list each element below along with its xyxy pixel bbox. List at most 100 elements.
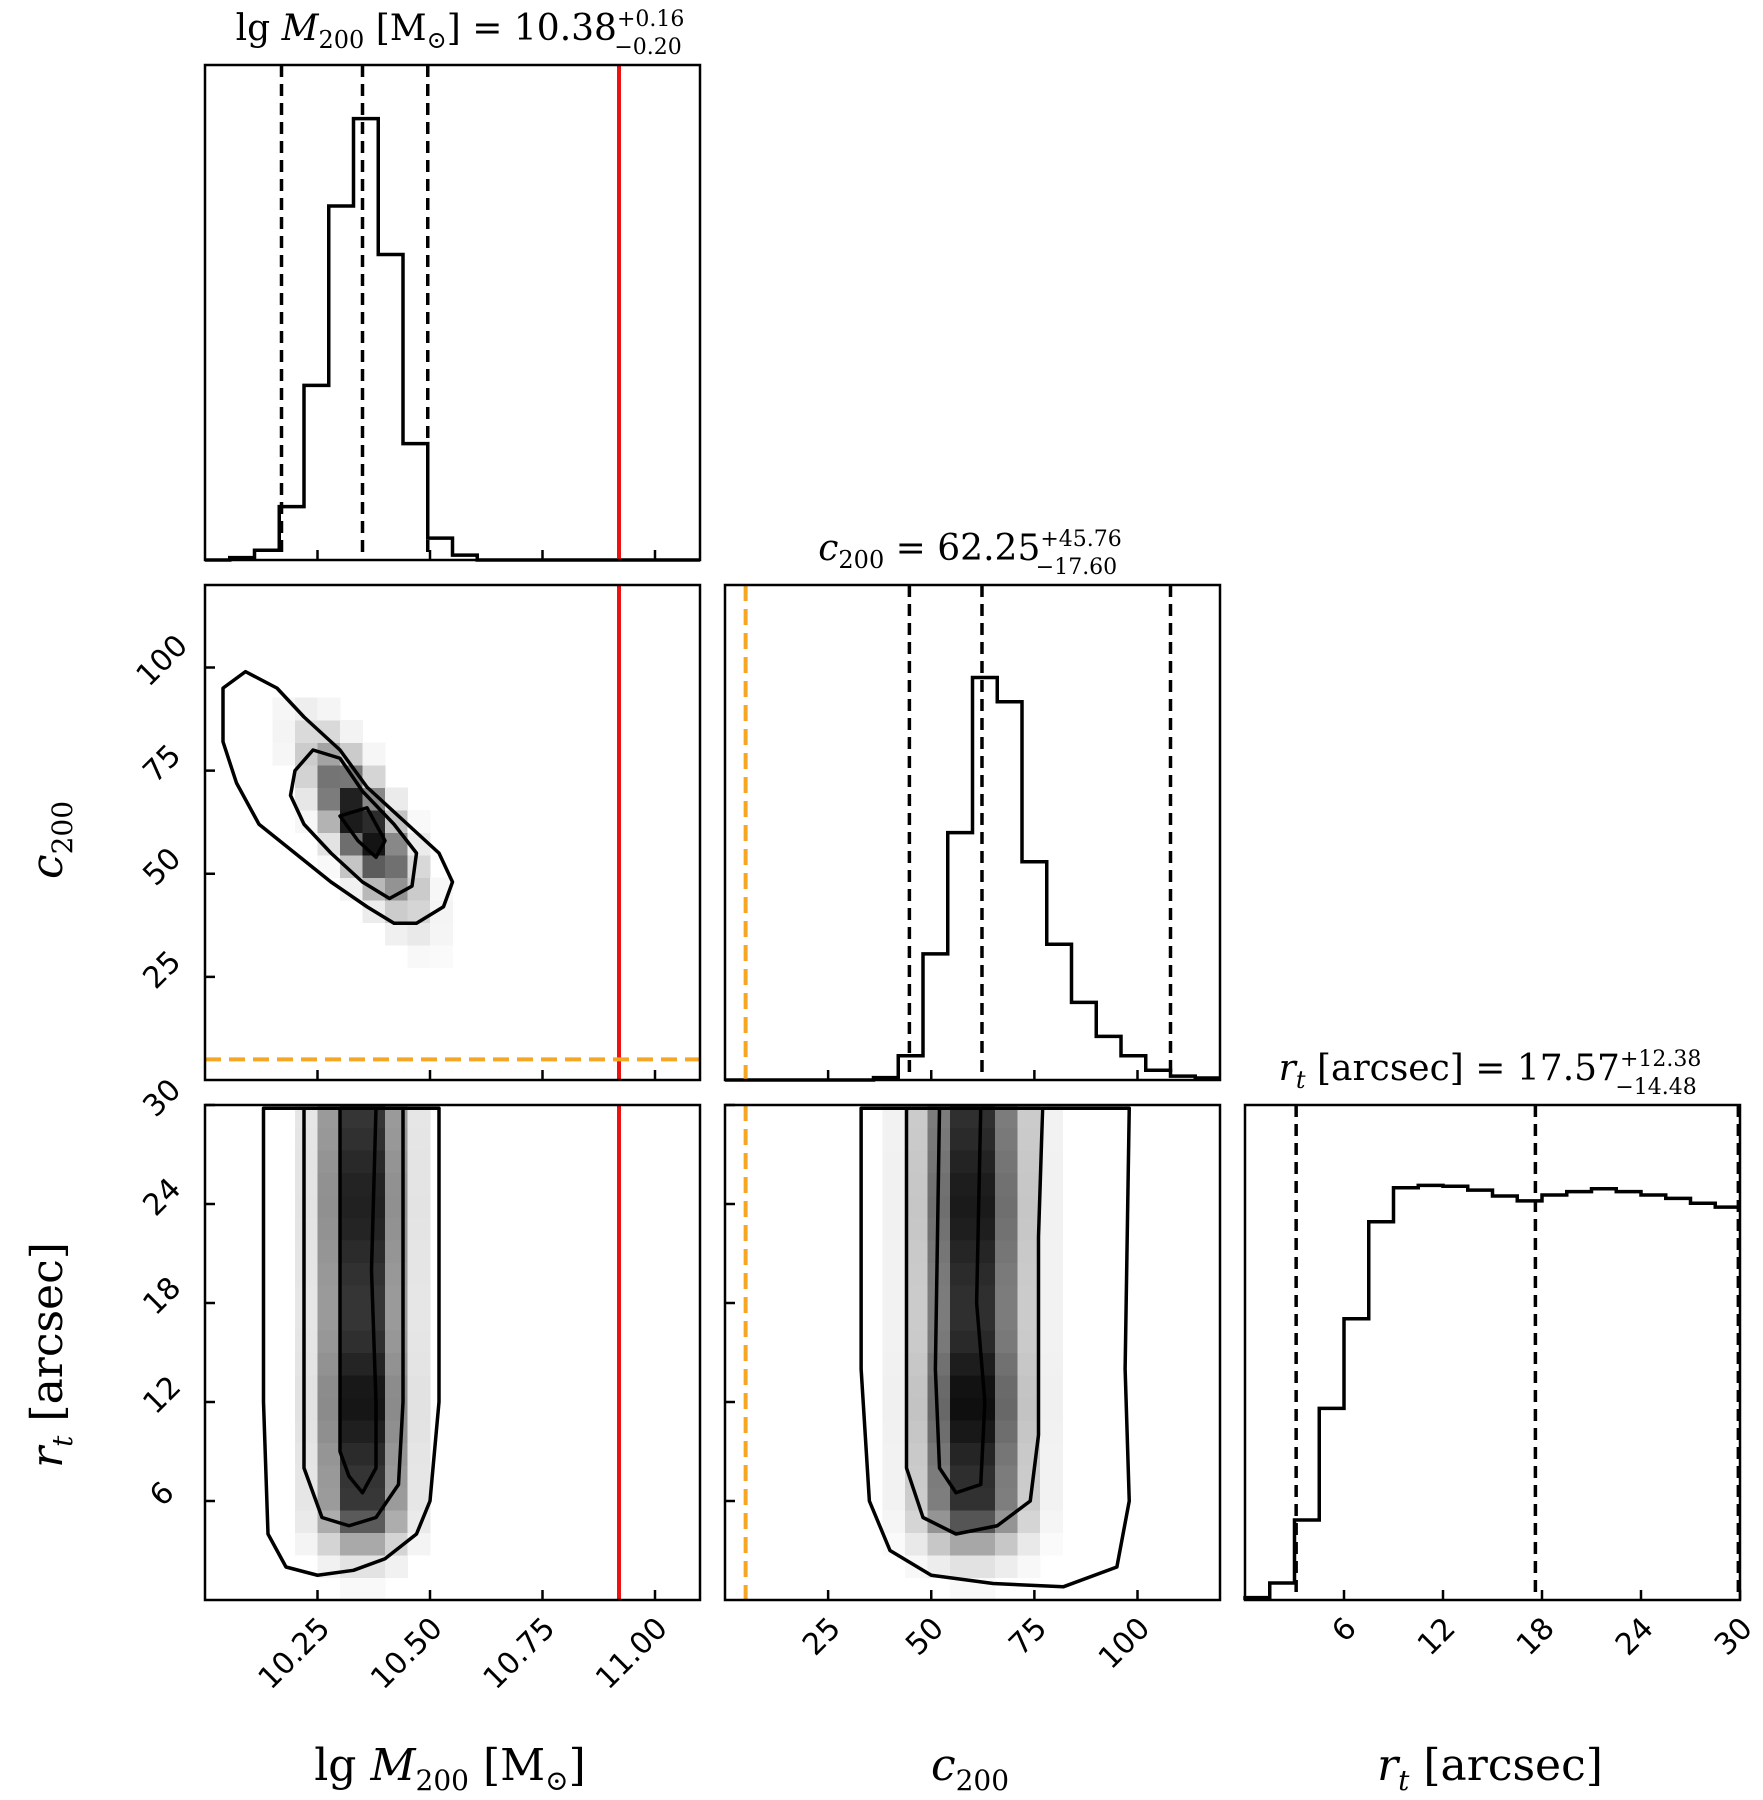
density-c200-rt-cell xyxy=(905,1307,928,1331)
density-lgM-c200-cell xyxy=(317,720,341,743)
density-lgM-rt-cell xyxy=(295,1172,318,1196)
density-lgM-c200-cell xyxy=(407,945,431,968)
density-c200-rt-cell xyxy=(950,1442,973,1466)
density-lgM-c200-cell xyxy=(385,900,408,923)
density-lgM-rt-cell xyxy=(295,1352,318,1376)
density-lgM-rt-cell xyxy=(340,1397,363,1421)
density-lgM-c200-cell xyxy=(385,922,408,946)
density-c200-rt-cell xyxy=(905,1150,928,1173)
title-lgM-value: 10.38 xyxy=(514,8,617,49)
title-rt-minus: −14.48 xyxy=(1615,1075,1696,1100)
density-c200-rt-cell xyxy=(950,1285,973,1308)
density-lgM-rt-cell xyxy=(340,1240,363,1263)
density-c200-rt-cell xyxy=(905,1105,928,1128)
density-c200-rt-cell xyxy=(995,1465,1018,1488)
density-c200-rt-cell xyxy=(905,1217,928,1241)
density-c200-rt-cell xyxy=(950,1150,973,1173)
density-lgM-rt-cell xyxy=(340,1532,363,1556)
ylabel-c200: c200 xyxy=(22,801,79,879)
density-c200-rt-cell xyxy=(1040,1442,1063,1466)
ylabel-rt: rt [arcsec] xyxy=(22,1242,83,1468)
density-c200-rt-cell xyxy=(995,1420,1018,1443)
density-c200-rt-cell xyxy=(972,1487,996,1511)
density-c200-rt-cell xyxy=(905,1195,928,1218)
density-c200-rt-cell xyxy=(995,1217,1018,1241)
density-c200-rt-cell xyxy=(1040,1150,1063,1173)
xlabel-lgM-unit: [M xyxy=(483,1740,545,1791)
contour-lgM-c200-outer xyxy=(221,669,455,925)
density-c200-rt-cell xyxy=(882,1375,906,1398)
density-c200-rt-cell xyxy=(1017,1465,1041,1488)
density-lgM-rt-cell xyxy=(340,1465,363,1488)
density-c200-rt-cell xyxy=(927,1465,951,1488)
density-c200-rt-cell xyxy=(995,1532,1018,1556)
title-lgM-label-var: M xyxy=(281,8,320,49)
xtick-label-rt-0: 6 xyxy=(1325,1611,1363,1649)
density-c200-rt-cell xyxy=(1017,1150,1041,1173)
xtick-label-c200-3: 100 xyxy=(1092,1611,1157,1676)
density-c200-rt-cell xyxy=(905,1240,928,1263)
density-lgM-rt-cell xyxy=(407,1150,431,1173)
panel-frame-1-1 xyxy=(723,583,1222,1082)
density-c200-rt-cell xyxy=(1040,1330,1063,1353)
density-c200-rt-cell xyxy=(972,1330,996,1353)
density-lgM-rt-cell xyxy=(295,1397,318,1421)
density-c200-rt-cell xyxy=(927,1262,951,1286)
density-c200-rt-cell xyxy=(882,1150,906,1173)
density-lgM-rt-cell xyxy=(362,1510,386,1533)
density-c200-rt-cell xyxy=(882,1420,906,1443)
panel-frame-0-0 xyxy=(203,63,702,562)
title-lgM-eq: = xyxy=(472,8,514,49)
density-c200-rt-cell xyxy=(1040,1262,1063,1286)
xtick-label-c200-1: 50 xyxy=(899,1611,951,1663)
density-c200-rt-cell xyxy=(905,1127,928,1151)
xlabel-rt-var: r xyxy=(1377,1740,1401,1791)
density-c200-rt-cell xyxy=(1040,1352,1063,1376)
density-c200-rt-cell xyxy=(882,1172,906,1196)
density-c200-rt-cell xyxy=(882,1262,906,1286)
density-lgM-rt-cell xyxy=(295,1195,318,1218)
density-lgM-rt-cell xyxy=(295,1307,318,1331)
xlabel-lgM-unit-sub: ⊙ xyxy=(545,1764,568,1797)
density-lgM-rt-cell xyxy=(362,1240,386,1263)
density-lgM-rt-cell xyxy=(407,1262,431,1286)
density-c200-rt-cell xyxy=(995,1240,1018,1263)
density-lgM-rt-cell xyxy=(295,1105,318,1128)
density-lgM-rt-cell xyxy=(340,1195,363,1218)
ytick-label-rt-2: 18 xyxy=(136,1270,188,1322)
density-lgM-c200-cell xyxy=(385,855,408,878)
density-lgM-rt-cell xyxy=(317,1195,341,1218)
xlabel-rt-sub: t xyxy=(1398,1764,1410,1797)
density-lgM-rt-cell xyxy=(295,1510,318,1533)
title-lgM-label-unit-sub: ⊙ xyxy=(427,26,447,54)
density-lgM-rt-cell xyxy=(407,1105,431,1128)
density-lgM-rt-cell xyxy=(407,1195,431,1218)
density-lgM-rt-cell xyxy=(362,1577,386,1601)
contour-c200-rt-inner xyxy=(933,1106,987,1495)
density-lgM-c200-cell xyxy=(295,787,318,811)
density-lgM-rt-cell xyxy=(340,1150,363,1173)
hist-lgM-step xyxy=(205,116,700,562)
density-lgM-rt-cell xyxy=(362,1442,386,1466)
density-lgM-rt-cell xyxy=(407,1285,431,1308)
density-lgM-rt-cell xyxy=(340,1172,363,1196)
density-c200-rt-cell xyxy=(882,1397,906,1421)
density-lgM-rt-cell xyxy=(340,1262,363,1286)
density-c200-rt-cell xyxy=(1017,1307,1041,1331)
title-lgM: lg M200 [M⊙] = 10.38+0.16 −0.20 xyxy=(236,7,685,60)
ytick-label-rt-1: 12 xyxy=(136,1369,188,1421)
panel-frame-2-2 xyxy=(1243,1103,1742,1602)
density-c200-rt-cell xyxy=(995,1262,1018,1286)
hist-rt-step xyxy=(1243,1183,1740,1600)
xlabel-c200-var: c xyxy=(931,1740,956,1791)
title-lgM-label-sub: 200 xyxy=(319,26,365,54)
density-c200-rt-cell xyxy=(950,1352,973,1376)
density-lgM-rt-cell xyxy=(317,1442,341,1466)
density-c200-rt-cell xyxy=(995,1487,1018,1511)
density-c200-rt-cell xyxy=(1040,1127,1063,1151)
xlabel-rt-unit: [arcsec] xyxy=(1423,1740,1603,1791)
density-c200-rt-cell xyxy=(950,1397,973,1421)
contour-layer xyxy=(221,669,1131,1589)
panel-frame-2-1 xyxy=(723,1103,1222,1602)
density-lgM-rt-cell xyxy=(407,1532,431,1556)
